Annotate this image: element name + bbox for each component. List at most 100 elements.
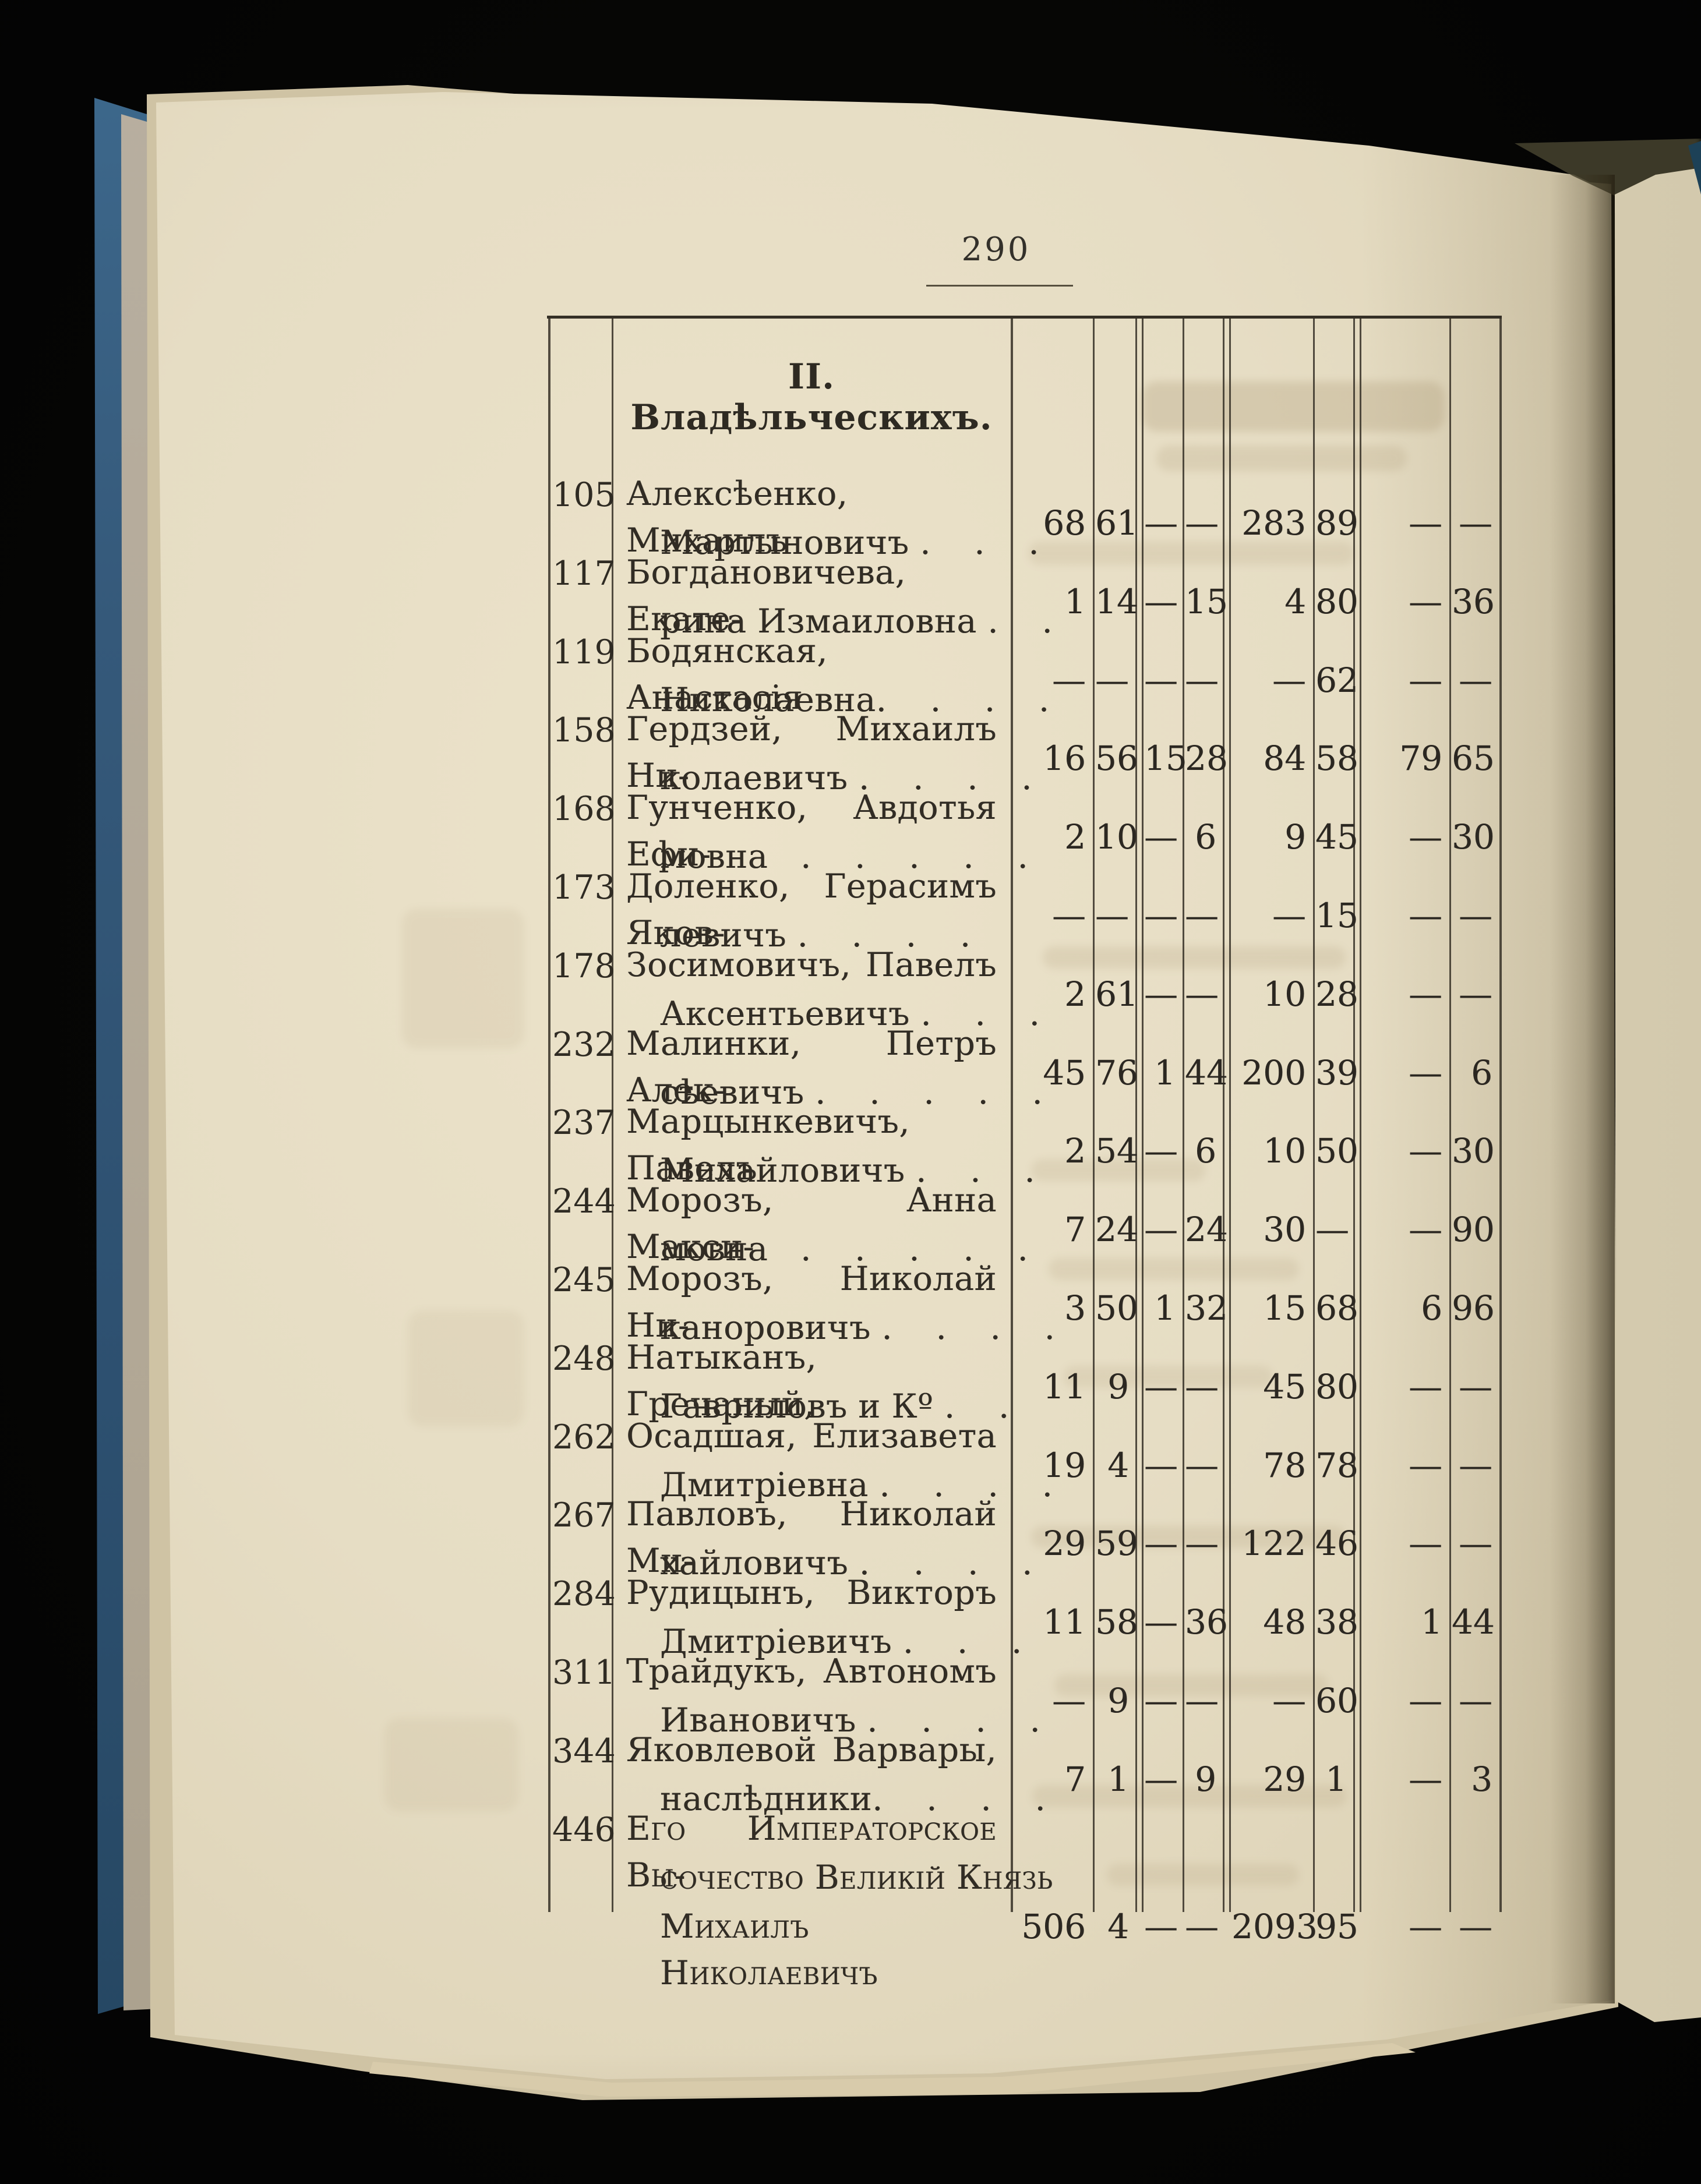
value-cell: —	[1452, 1442, 1496, 1489]
value-cell: —	[1315, 1206, 1350, 1253]
value-cell: 9	[1231, 814, 1310, 860]
value-cell: —	[1362, 1520, 1446, 1567]
value-cell: 45	[1315, 814, 1350, 860]
value-cell: 80	[1315, 578, 1350, 625]
value-cell: 59	[1095, 1520, 1132, 1567]
value-cell: 28	[1315, 971, 1350, 1017]
value-cell: 4	[1095, 1903, 1132, 1950]
value-cell: 1	[1144, 1049, 1179, 1096]
value-cell: 76	[1095, 1049, 1132, 1096]
value-cell: 44	[1185, 1049, 1220, 1096]
row-number: 117	[552, 550, 610, 597]
value-cell: 36	[1185, 1599, 1220, 1645]
value-cell: —	[1362, 500, 1446, 546]
value-cell: 29	[1231, 1756, 1310, 1803]
value-cell: —	[1144, 1520, 1179, 1567]
value-cell: 14	[1095, 578, 1132, 625]
value-cell: 96	[1452, 1285, 1496, 1331]
value-cell: 29	[1014, 1520, 1089, 1567]
value-cell: 58	[1095, 1599, 1132, 1645]
book-photo: 290 II. Владѣльческихъ. 105Алексѣенко, М…	[0, 0, 1701, 2184]
row-number: 119	[552, 629, 610, 676]
value-cell: 24	[1095, 1206, 1132, 1253]
value-cell: 54	[1095, 1128, 1132, 1174]
row-number: 344	[552, 1728, 610, 1775]
value-cell: —	[1144, 1442, 1179, 1489]
value-cell: 11	[1014, 1599, 1089, 1645]
value-cell: 38	[1315, 1599, 1350, 1645]
value-cell: 39	[1315, 1049, 1350, 1096]
value-cell: 1	[1362, 1599, 1446, 1645]
row-number: 237	[552, 1100, 610, 1146]
value-cell: 2093	[1231, 1903, 1310, 1950]
value-cell: 24	[1185, 1206, 1220, 1253]
value-cell: —	[1014, 1677, 1089, 1724]
value-cell: —	[1185, 892, 1220, 939]
value-cell: 56	[1095, 735, 1132, 782]
row-number: 248	[552, 1335, 610, 1382]
row-number: 105	[552, 472, 610, 518]
value-cell: —	[1144, 892, 1179, 939]
value-cell: —	[1452, 657, 1496, 704]
value-cell: 3	[1452, 1756, 1496, 1803]
value-cell: —	[1452, 1903, 1496, 1950]
value-cell: —	[1095, 892, 1132, 939]
value-cell: 4	[1231, 578, 1310, 625]
value-cell: 32	[1185, 1285, 1220, 1331]
value-cell: 283	[1231, 500, 1310, 546]
value-cell: —	[1362, 1128, 1446, 1174]
value-cell: —	[1144, 1363, 1179, 1410]
ledger-table: II. Владѣльческихъ. 105Алексѣенко, Михаи…	[0, 0, 1701, 2184]
row-number: 311	[552, 1649, 610, 1696]
value-cell: 15	[1144, 735, 1179, 782]
value-cell: 15	[1315, 892, 1350, 939]
row-number: 262	[552, 1414, 610, 1461]
value-cell: 65	[1452, 735, 1496, 782]
value-cell: —	[1362, 1363, 1446, 1410]
value-cell: —	[1144, 1128, 1179, 1174]
value-cell: —	[1362, 1206, 1446, 1253]
value-cell: 45	[1231, 1363, 1310, 1410]
value-cell: 10	[1231, 1128, 1310, 1174]
value-cell: —	[1185, 1677, 1220, 1724]
value-cell: —	[1362, 1756, 1446, 1803]
value-cell: 15	[1231, 1285, 1310, 1331]
value-cell: —	[1144, 1677, 1179, 1724]
row-number: 158	[552, 707, 610, 754]
value-cell: 89	[1315, 500, 1350, 546]
row-number: 284	[552, 1571, 610, 1617]
value-cell: —	[1185, 1520, 1220, 1567]
value-cell: —	[1144, 657, 1179, 704]
value-cell: 10	[1095, 814, 1132, 860]
value-cell: 122	[1231, 1520, 1310, 1567]
value-cell: —	[1144, 814, 1179, 860]
value-cell: —	[1231, 657, 1310, 704]
value-cell: 506	[1014, 1903, 1089, 1950]
value-cell: 16	[1014, 735, 1089, 782]
value-cell: 44	[1452, 1599, 1496, 1645]
value-cell: —	[1185, 1903, 1220, 1950]
value-cell: —	[1362, 814, 1446, 860]
name-line: Зосимовичъ, Павелъ	[626, 942, 997, 988]
value-cell: —	[1362, 657, 1446, 704]
value-cell: 30	[1231, 1206, 1310, 1253]
value-cell: 6	[1452, 1049, 1496, 1096]
row-number: 232	[552, 1022, 610, 1068]
value-cell: 6	[1185, 814, 1220, 860]
value-cell: 4	[1095, 1442, 1132, 1489]
value-cell: —	[1185, 500, 1220, 546]
value-cell: —	[1452, 500, 1496, 546]
value-cell: 7	[1014, 1206, 1089, 1253]
value-cell: 61	[1095, 500, 1132, 546]
value-cell: —	[1095, 657, 1132, 704]
value-cell: —	[1185, 1442, 1220, 1489]
value-cell: 62	[1315, 657, 1350, 704]
name-line: Михаилъ Николаевичъ	[626, 1903, 1031, 1996]
value-cell: —	[1144, 578, 1179, 625]
value-cell: 50	[1315, 1128, 1350, 1174]
value-cell: 78	[1231, 1442, 1310, 1489]
value-cell: 11	[1014, 1363, 1089, 1410]
value-cell: 10	[1231, 971, 1310, 1017]
value-cell: 90	[1452, 1206, 1496, 1253]
table-row: 446Его Императорское Вы-сочество Великій…	[0, 1805, 1701, 1985]
